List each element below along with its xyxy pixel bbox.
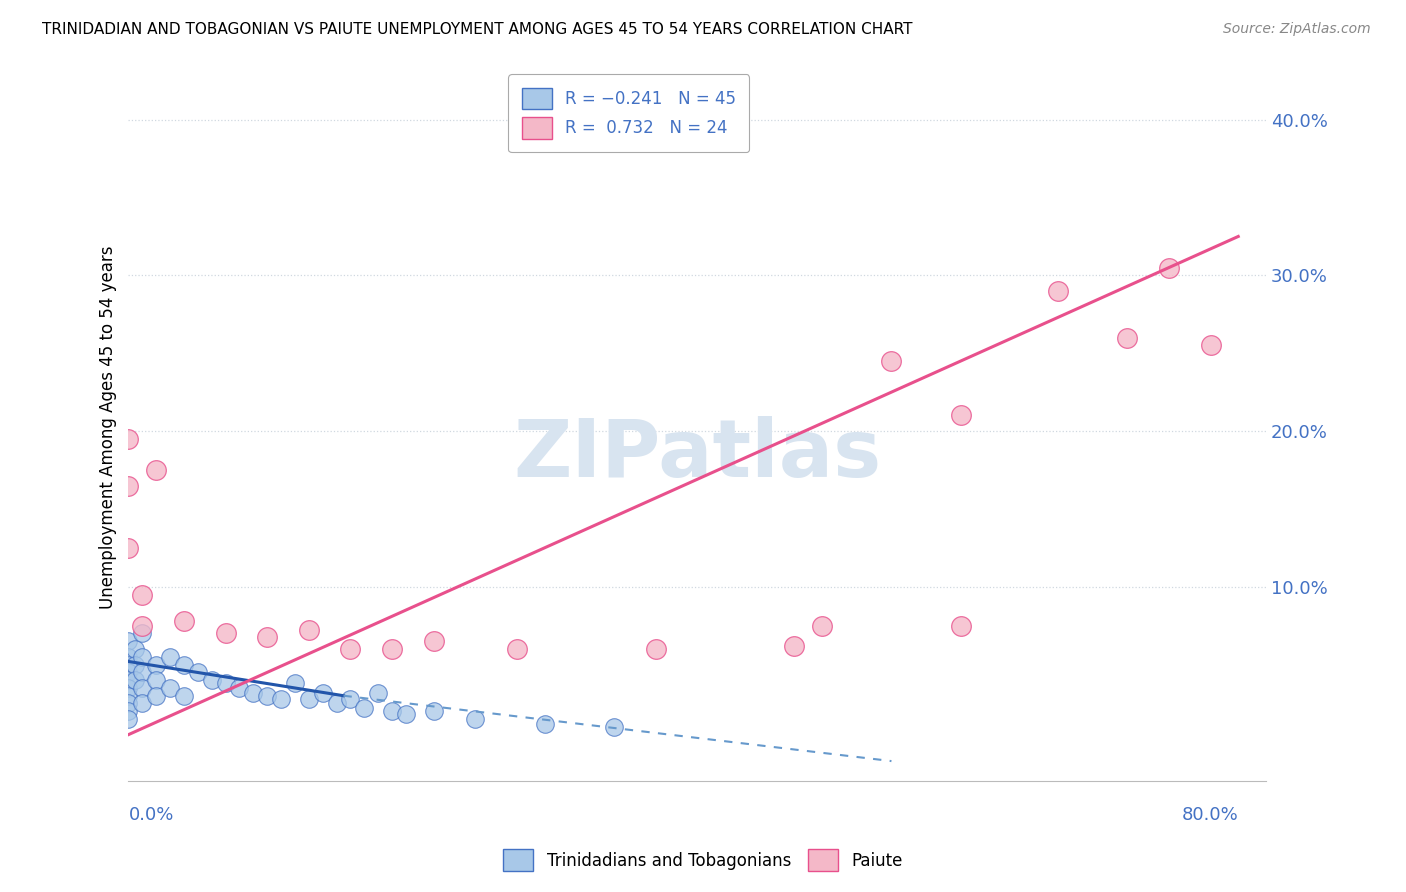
Legend: Trinidadians and Tobagonians, Paiute: Trinidadians and Tobagonians, Paiute [495, 841, 911, 880]
Point [117, 704, 139, 718]
Point [117, 541, 139, 555]
Point [464, 712, 486, 726]
Point [1157, 260, 1180, 275]
Point [117, 673, 139, 687]
Point [173, 657, 195, 672]
Point [201, 673, 224, 687]
Point [214, 626, 236, 640]
Point [124, 673, 146, 687]
Point [117, 432, 139, 446]
Point [214, 676, 236, 690]
Point [145, 657, 167, 672]
Y-axis label: Unemployment Among Ages 45 to 54 years: Unemployment Among Ages 45 to 54 years [100, 245, 117, 609]
Point [124, 657, 146, 672]
Point [949, 618, 972, 632]
Text: Source: ZipAtlas.com: Source: ZipAtlas.com [1223, 22, 1371, 37]
Point [117, 665, 139, 680]
Point [284, 676, 307, 690]
Point [173, 614, 195, 628]
Point [644, 642, 666, 657]
Point [270, 691, 292, 706]
Point [312, 685, 335, 699]
Point [131, 681, 153, 695]
Point [131, 626, 153, 640]
Point [1116, 331, 1139, 345]
Point [353, 701, 375, 715]
Point [395, 707, 418, 722]
Point [298, 624, 321, 638]
Point [145, 463, 167, 477]
Point [811, 618, 834, 632]
Point [117, 634, 139, 648]
Point [117, 478, 139, 492]
Point [603, 720, 626, 734]
Point [117, 657, 139, 672]
Point [131, 665, 153, 680]
Point [159, 649, 181, 664]
Point [381, 642, 404, 657]
Text: 0.0%: 0.0% [128, 806, 174, 824]
Text: 80.0%: 80.0% [1181, 806, 1239, 824]
Point [325, 697, 347, 711]
Point [880, 354, 903, 368]
Point [131, 618, 153, 632]
Point [159, 681, 181, 695]
Point [339, 691, 361, 706]
Point [367, 685, 389, 699]
Point [131, 649, 153, 664]
Point [1046, 284, 1069, 298]
Point [131, 587, 153, 601]
Point [422, 634, 444, 648]
Point [145, 673, 167, 687]
Text: TRINIDADIAN AND TOBAGONIAN VS PAIUTE UNEMPLOYMENT AMONG AGES 45 TO 54 YEARS CORR: TRINIDADIAN AND TOBAGONIAN VS PAIUTE UNE… [42, 22, 912, 37]
Point [422, 704, 444, 718]
Point [117, 689, 139, 703]
Point [117, 712, 139, 726]
Point [117, 681, 139, 695]
Point [145, 689, 167, 703]
Point [506, 642, 529, 657]
Point [173, 689, 195, 703]
Point [381, 704, 404, 718]
Point [783, 639, 806, 653]
Point [124, 642, 146, 657]
Point [131, 697, 153, 711]
Point [187, 665, 209, 680]
Point [298, 691, 321, 706]
Point [339, 642, 361, 657]
Point [256, 689, 278, 703]
Point [1199, 338, 1222, 352]
Point [242, 685, 264, 699]
Point [117, 649, 139, 664]
Point [949, 409, 972, 423]
Point [228, 681, 250, 695]
Point [117, 697, 139, 711]
Legend: R = −0.241   N = 45, R =  0.732   N = 24: R = −0.241 N = 45, R = 0.732 N = 24 [509, 74, 749, 152]
Point [256, 630, 278, 644]
Text: ZIPatlas: ZIPatlas [513, 417, 882, 494]
Point [533, 716, 555, 731]
